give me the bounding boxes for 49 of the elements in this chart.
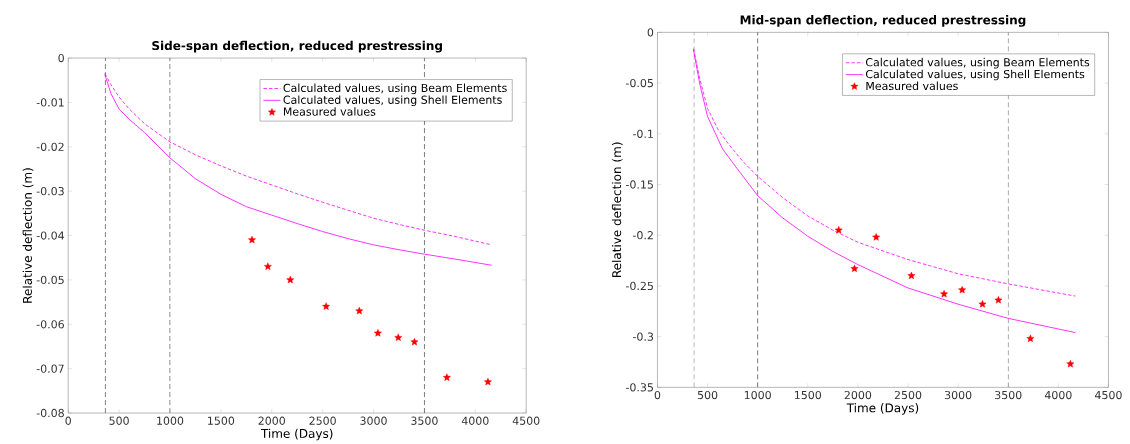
x-axis-title: Time (Days) (846, 403, 919, 415)
x-tick-label: 4000 (1044, 391, 1072, 400)
x-tick-label: 4500 (512, 416, 540, 426)
y-tick-label: -0.35 (626, 383, 653, 392)
y-tick-label: -0.05 (626, 79, 653, 88)
x-tick-label: 2500 (309, 416, 336, 426)
x-tick-label: 500 (697, 391, 718, 400)
y-tick-label: 0 (647, 28, 654, 37)
y-axis-title: Relative deflection (m) (22, 168, 34, 303)
x-tick-label: 3000 (360, 416, 387, 426)
legend-label: Calculated values, using Shell Elements (865, 69, 1085, 81)
y-tick-label: -0.2 (632, 231, 653, 240)
chart-title: Mid-span deflection, reduced prestressing (740, 15, 1026, 27)
legend-label: Measured values (283, 107, 376, 116)
y-tick-label: -0.06 (36, 320, 64, 329)
y-tick-label: -0.08 (36, 409, 64, 418)
y-tick-label: 0 (58, 54, 64, 63)
y-tick-label: -0.07 (36, 364, 64, 373)
y-tick-label: -0.02 (36, 142, 64, 152)
x-tick-label: 1500 (208, 416, 235, 426)
y-axis-title: Relative deflection (m) (611, 142, 623, 278)
y-tick-label: -0.25 (626, 281, 653, 291)
y-tick-label: -0.04 (36, 231, 65, 240)
x-tick-label: 3000 (944, 391, 972, 400)
y-tick-label: -0.1 (632, 129, 653, 139)
x-tick-label: 1000 (744, 391, 771, 400)
x-tick-label: 2000 (258, 416, 285, 426)
x-tick-label: 4000 (461, 416, 489, 426)
x-tick-label: 3500 (995, 391, 1022, 400)
legend-label: Calculated values, using Beam Elements (865, 58, 1090, 69)
legend-label: Calculated values, using Shell Elements (283, 95, 502, 107)
x-tick-label: 1500 (795, 391, 822, 400)
x-tick-label: 0 (654, 391, 661, 400)
x-tick-label: 1000 (157, 416, 184, 426)
x-tick-label: 0 (65, 416, 71, 426)
legend-label: Calculated values, using Beam Elements (283, 83, 507, 95)
chart-title: Side-span deflection, reduced prestressing (152, 40, 442, 53)
legend-label: Measured values (866, 81, 958, 91)
y-tick-label: -0.15 (626, 180, 653, 189)
x-tick-label: 2000 (844, 391, 872, 400)
x-tick-label: 2500 (894, 391, 922, 400)
x-axis-title: Time (Days) (260, 428, 333, 441)
x-tick-label: 4500 (1094, 391, 1122, 400)
x-tick-label: 3500 (411, 416, 438, 426)
y-tick-label: -0.3 (632, 332, 654, 341)
y-tick-label: -0.03 (36, 187, 64, 196)
y-tick-label: -0.01 (36, 98, 64, 107)
y-tick-label: -0.05 (36, 275, 64, 285)
x-tick-label: 500 (109, 416, 129, 426)
